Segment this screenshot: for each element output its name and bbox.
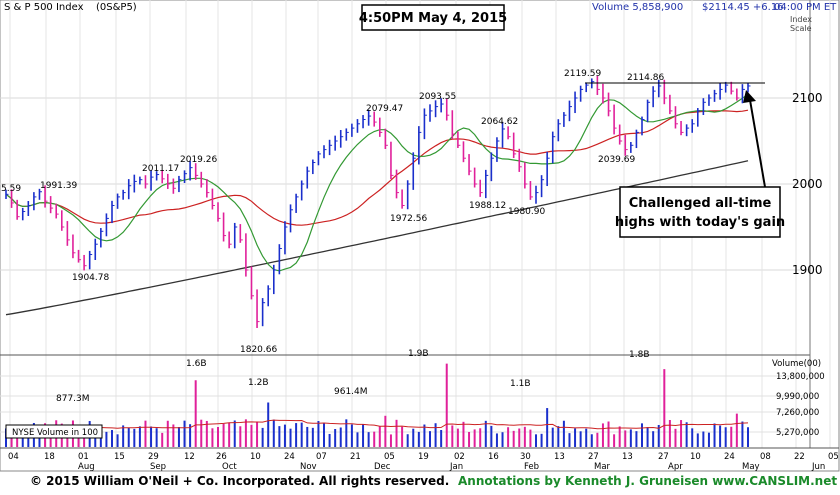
annotation-line-2: highs with today's gain (615, 215, 785, 230)
volume-axis-ticks: 13,800,000 9,990,000 7,260,000 5,270,000 (776, 372, 825, 438)
date-tick-label: 24 (724, 452, 735, 462)
date-tick-label: 07 (316, 452, 327, 462)
price-annotation: 2019.26 (180, 155, 217, 165)
volume-annotation: 1.8B (629, 350, 650, 360)
time-readout: 04:00 PM ET (774, 2, 837, 13)
date-tick-label: 01 (78, 452, 89, 462)
date-tick-label: 19 (418, 452, 429, 462)
timestamp-box (361, 4, 505, 31)
price-annotation: 2093.55 (419, 92, 456, 102)
date-tick-label: 18 (44, 452, 55, 462)
price-readout: $2114.45 +6.16 (702, 2, 784, 13)
volume-tick-label: 5,270,000 (776, 428, 819, 438)
price-axis-ticks: 1900 2000 2100 (792, 91, 823, 277)
annotation-box (619, 186, 781, 238)
date-tick-label: 13 (622, 452, 633, 462)
volume-legend-box (5, 424, 103, 439)
price-tick-label: 2000 (792, 177, 823, 191)
volume-annotation: 1.6B (186, 359, 207, 369)
copyright: © 2015 William O'Neil + Co. Incorporated… (30, 474, 450, 488)
ma-50-line (5, 109, 749, 226)
timestamp: 4:50PM May 4, 2015 (359, 11, 507, 26)
volume-ma-line (5, 419, 749, 432)
month-label: Oct (222, 462, 237, 472)
date-tick-label: 27 (588, 452, 599, 462)
price-grid (0, 0, 831, 448)
price-annotation: 1972.56 (390, 214, 427, 224)
volume-tick-label: 9,990,000 (776, 392, 819, 402)
volume-legend-text: NYSE Volume in 100 (12, 428, 98, 438)
price-annotation: 1820.66 (240, 345, 277, 355)
date-tick-label: 05 (828, 452, 839, 462)
price-annotation: 2119.59 (564, 69, 601, 79)
price-annotation: 1988.12 (469, 201, 506, 211)
month-label: Jun (811, 462, 825, 472)
month-label: Dec (374, 462, 391, 472)
index-symbol: (0S&P5) (96, 2, 137, 13)
price-annotation: 2114.86 (627, 73, 664, 83)
date-axis-ticks: 04 18 01 15 29 12 26 10 24 07 21 05 19 02 16 30 13 27 13 27… (8, 452, 839, 472)
volume-annotations: 877.3M 1.6B 1.2B 961.4M 1.9B 1.1B 1.8B (56, 349, 650, 404)
ma-10-line (5, 93, 749, 272)
date-tick-label: 16 (488, 452, 499, 462)
price-tick-label: 1900 (792, 263, 823, 277)
volume-tick-label: 7,260,000 (776, 408, 819, 418)
month-label: Sep (150, 462, 166, 472)
annotation-arrow-line (749, 99, 766, 188)
price-bars (5, 76, 751, 328)
date-tick-label: 12 (184, 452, 195, 462)
price-annotation: 2011.17 (142, 164, 179, 174)
price-tick-label: 2100 (792, 91, 823, 105)
volume-annotation: 1.1B (510, 379, 531, 389)
month-label: Apr (668, 462, 683, 472)
price-annotation: 5.59 (1, 184, 21, 194)
volume-annotation: 1.2B (248, 378, 269, 388)
month-label: Mar (594, 462, 611, 472)
month-label: May (742, 462, 760, 472)
volume-annotation: 961.4M (334, 387, 368, 397)
date-tick-label: 05 (384, 452, 395, 462)
annotation-credit: Annotations by Kenneth J. Gruneisen www.… (458, 474, 838, 488)
price-annotation: 2064.62 (481, 117, 518, 127)
volume-annotation: 877.3M (56, 394, 90, 404)
price-annotation: 2039.69 (598, 155, 635, 165)
date-tick-label: 02 (454, 452, 465, 462)
price-annotation: 1991.39 (40, 181, 77, 191)
date-tick-label: 27 (658, 452, 669, 462)
date-tick-label: 04 (8, 452, 19, 462)
price-annotation: 1904.78 (72, 273, 109, 283)
price-annotation: 2079.47 (366, 104, 403, 114)
month-label: Jan (449, 462, 463, 472)
date-tick-label: 29 (148, 452, 159, 462)
date-tick-label: 21 (350, 452, 361, 462)
date-tick-label: 26 (216, 452, 227, 462)
volume-panel-title: Volume(00) (772, 359, 821, 369)
date-tick-label: 10 (250, 452, 261, 462)
date-tick-label: 24 (284, 452, 295, 462)
annotation-line-1: Challenged all-time (629, 196, 772, 211)
month-label: Nov (300, 462, 317, 472)
date-tick-label: 08 (760, 452, 771, 462)
scale-label-index: Index (790, 15, 812, 24)
scale-label-scale: Scale (790, 24, 812, 33)
date-tick-label: 10 (690, 452, 701, 462)
volume-annotation: 1.9B (408, 349, 429, 359)
annotation-arrowhead (743, 90, 756, 103)
date-tick-label: 13 (554, 452, 565, 462)
volume-tick-label: 13,800,000 (776, 372, 825, 382)
month-label: Aug (78, 462, 95, 472)
volume-grid (0, 375, 810, 433)
chart-frame (0, 0, 840, 472)
date-tick-label: 15 (114, 452, 125, 462)
volume-readout: Volume 5,858,900 (592, 2, 683, 13)
month-label: Feb (524, 462, 539, 472)
date-tick-label: 22 (794, 452, 805, 462)
date-tick-label: 30 (520, 452, 531, 462)
index-name: S & P 500 Index (4, 2, 84, 13)
price-annotation: 1980.90 (508, 207, 545, 217)
